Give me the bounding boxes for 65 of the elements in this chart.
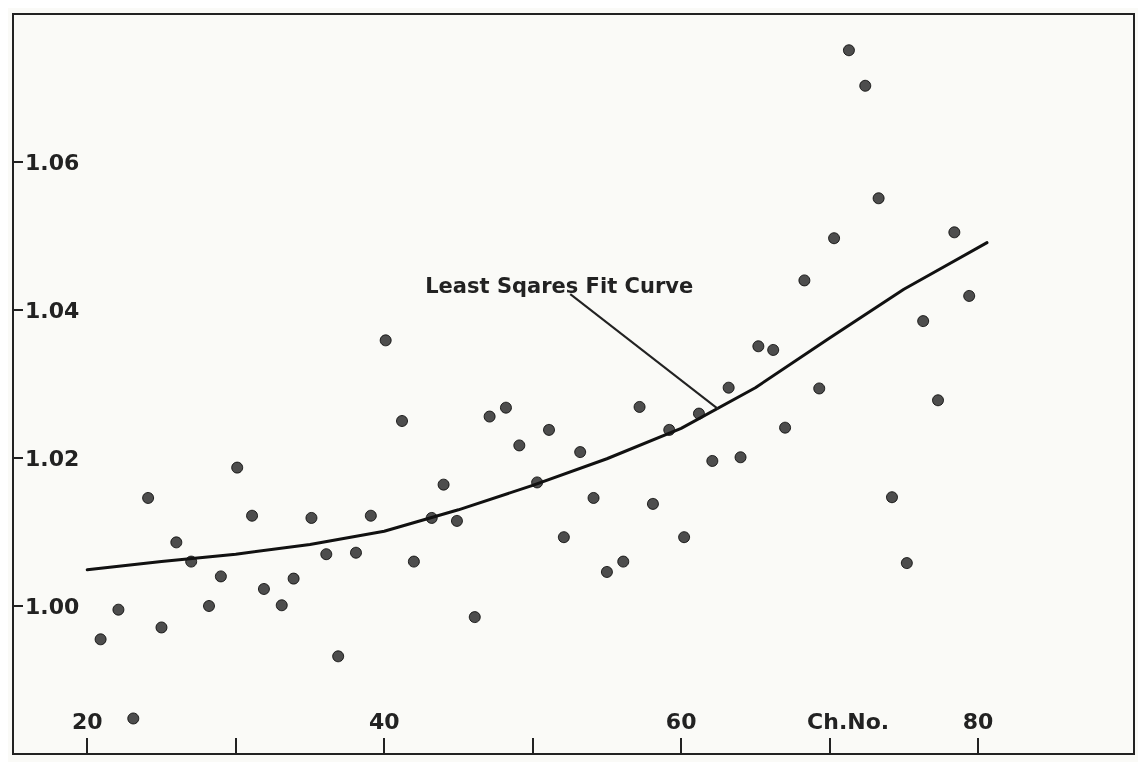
point <box>872 192 885 205</box>
point <box>646 497 659 510</box>
point <box>396 415 409 427</box>
point <box>900 557 913 570</box>
point <box>155 621 168 634</box>
point <box>767 343 780 356</box>
x-tick-label: 60 <box>665 708 697 734</box>
y-tick-label: 1.04 <box>25 297 80 323</box>
x-tick-label: 80 <box>962 708 994 734</box>
point <box>275 599 288 612</box>
point <box>112 603 125 616</box>
point <box>543 423 555 436</box>
point <box>798 274 811 287</box>
point <box>557 531 570 544</box>
point <box>948 226 961 239</box>
point <box>779 421 792 434</box>
point <box>678 531 691 544</box>
point <box>231 461 244 474</box>
point <box>828 232 841 245</box>
point <box>513 439 526 452</box>
point <box>214 570 227 583</box>
point <box>94 633 107 646</box>
x-axis-title: Ch.No. <box>807 708 890 734</box>
x-tick-label: 40 <box>368 708 400 734</box>
annotation: Least Sqares Fit Curve <box>425 273 694 298</box>
x-tick-label: 20 <box>71 708 103 734</box>
point <box>734 451 747 464</box>
point <box>320 548 333 561</box>
point <box>142 491 155 504</box>
point <box>617 555 630 568</box>
point <box>305 511 318 524</box>
point <box>332 650 345 663</box>
point <box>600 565 613 578</box>
point <box>379 334 392 347</box>
y-tick-label: 1.00 <box>25 593 80 619</box>
point <box>722 381 735 394</box>
y-tick-label: 1.02 <box>25 445 80 471</box>
point <box>170 536 183 549</box>
point <box>364 509 377 522</box>
line-series <box>85 241 989 572</box>
point <box>468 611 481 624</box>
point <box>842 44 855 57</box>
point <box>483 410 496 423</box>
point <box>813 382 826 395</box>
point <box>706 454 719 467</box>
point <box>574 446 587 459</box>
point <box>349 546 362 559</box>
point <box>437 478 450 491</box>
point <box>127 712 140 725</box>
point <box>752 340 765 353</box>
point <box>407 555 420 568</box>
point <box>450 514 463 527</box>
point <box>917 315 930 328</box>
point <box>287 572 300 585</box>
point <box>587 491 600 504</box>
point <box>499 401 512 414</box>
point <box>633 400 646 413</box>
point <box>203 600 215 612</box>
point <box>246 509 259 522</box>
point <box>885 491 898 504</box>
point <box>859 79 872 92</box>
y-tick-label: 1.06 <box>25 149 80 175</box>
point <box>257 582 270 595</box>
point <box>963 289 976 302</box>
point <box>932 394 945 407</box>
